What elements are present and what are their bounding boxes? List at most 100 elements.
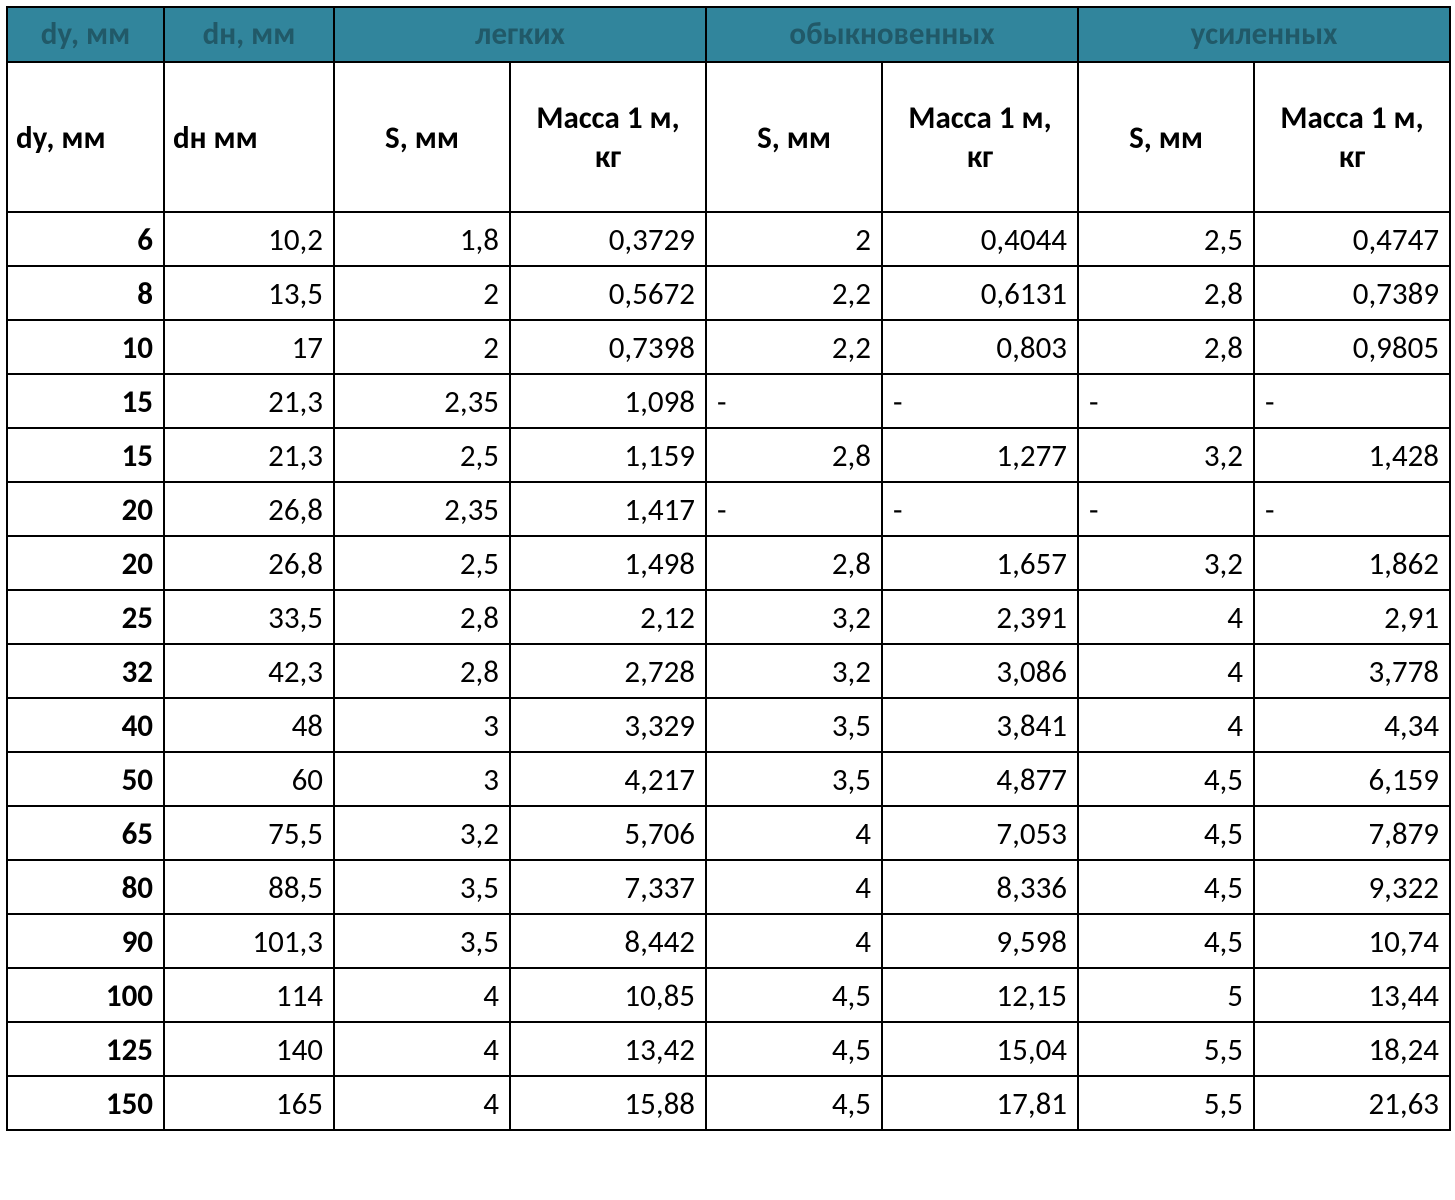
col-group-normal: обыкновенных [706,7,1078,62]
cell-m-normal: 0,6131 [882,266,1078,320]
cell-m-normal: 0,4044 [882,212,1078,266]
table-row: 6575,53,25,70647,0534,57,879 [7,806,1450,860]
cell-dy: 50 [7,752,164,806]
cell-dh: 26,8 [164,536,334,590]
cell-s-normal: 3,5 [706,752,882,806]
cell-s-normal: 4 [706,860,882,914]
cell-dh: 26,8 [164,482,334,536]
cell-m-light: 1,498 [510,536,706,590]
cell-m-normal: 0,803 [882,320,1078,374]
cell-m-heavy: 3,778 [1254,644,1450,698]
cell-s-heavy: 4 [1078,644,1254,698]
cell-m-light: 1,417 [510,482,706,536]
cell-dh: 60 [164,752,334,806]
cell-m-heavy: 4,34 [1254,698,1450,752]
cell-s-light: 2,8 [334,644,510,698]
table-row: 1521,32,351,098---- [7,374,1450,428]
cell-s-heavy: 4,5 [1078,860,1254,914]
cell-s-heavy: 5,5 [1078,1022,1254,1076]
cell-m-light: 3,329 [510,698,706,752]
cell-dy: 80 [7,860,164,914]
cell-m-normal: 2,391 [882,590,1078,644]
table-row: 100114410,854,512,15513,44 [7,968,1450,1022]
cell-m-light: 0,7398 [510,320,706,374]
cell-m-light: 13,42 [510,1022,706,1076]
cell-s-normal: - [706,374,882,428]
cell-dh: 140 [164,1022,334,1076]
cell-dy: 6 [7,212,164,266]
cell-m-heavy: 0,7389 [1254,266,1450,320]
cell-s-normal: 2,2 [706,266,882,320]
cell-m-heavy: 6,159 [1254,752,1450,806]
cell-m-heavy: 13,44 [1254,968,1450,1022]
cell-s-light: 3 [334,752,510,806]
cell-m-normal: 4,877 [882,752,1078,806]
cell-m-heavy: - [1254,482,1450,536]
cell-s-normal: 2,2 [706,320,882,374]
table-row: 8088,53,57,33748,3364,59,322 [7,860,1450,914]
cell-m-normal: 1,277 [882,428,1078,482]
col-header-m-light: Масса 1 м, кг [510,62,706,212]
cell-m-heavy: 0,4747 [1254,212,1450,266]
cell-m-light: 10,85 [510,968,706,1022]
cell-s-heavy: 2,8 [1078,320,1254,374]
cell-s-normal: 4 [706,806,882,860]
cell-m-light: 15,88 [510,1076,706,1130]
col-header-s-heavy: S, мм [1078,62,1254,212]
cell-m-light: 1,098 [510,374,706,428]
cell-s-light: 3,5 [334,914,510,968]
table-row: 610,21,80,372920,40442,50,4747 [7,212,1450,266]
col-header-dy-sub: dу, мм [7,62,164,212]
cell-s-light: 2,35 [334,374,510,428]
cell-m-normal: - [882,482,1078,536]
cell-dy: 100 [7,968,164,1022]
col-group-light: легких [334,7,706,62]
cell-m-heavy: 9,322 [1254,860,1450,914]
cell-dy: 40 [7,698,164,752]
col-group-heavy: усиленных [1078,7,1450,62]
pipe-spec-table: dу, мм dн, мм легких обыкновенных усилен… [6,6,1451,1131]
cell-dh: 21,3 [164,374,334,428]
cell-dy: 10 [7,320,164,374]
cell-s-normal: 4 [706,914,882,968]
cell-m-normal: 8,336 [882,860,1078,914]
cell-s-heavy: 4,5 [1078,914,1254,968]
header-row-groups: dу, мм dн, мм легких обыкновенных усилен… [7,7,1450,62]
cell-m-normal: 15,04 [882,1022,1078,1076]
cell-s-normal: 3,5 [706,698,882,752]
cell-s-heavy: 4,5 [1078,752,1254,806]
cell-s-light: 4 [334,968,510,1022]
cell-s-normal: 2,8 [706,428,882,482]
cell-dy: 20 [7,536,164,590]
cell-m-light: 4,217 [510,752,706,806]
col-header-dh-sub: dн мм [164,62,334,212]
table-row: 404833,3293,53,84144,34 [7,698,1450,752]
cell-dh: 165 [164,1076,334,1130]
table-row: 101720,73982,20,8032,80,9805 [7,320,1450,374]
table-body: 610,21,80,372920,40442,50,4747813,520,56… [7,212,1450,1130]
cell-s-heavy: - [1078,374,1254,428]
cell-dh: 33,5 [164,590,334,644]
cell-s-normal: 4,5 [706,1076,882,1130]
header-row-columns: dу, мм dн мм S, мм Масса 1 м, кг S, мм М… [7,62,1450,212]
col-header-s-light: S, мм [334,62,510,212]
cell-s-normal: 2 [706,212,882,266]
cell-m-light: 8,442 [510,914,706,968]
cell-s-light: 1,8 [334,212,510,266]
cell-m-light: 1,159 [510,428,706,482]
cell-s-heavy: 5,5 [1078,1076,1254,1130]
table-row: 813,520,56722,20,61312,80,7389 [7,266,1450,320]
cell-dh: 17 [164,320,334,374]
cell-dh: 13,5 [164,266,334,320]
cell-m-normal: 9,598 [882,914,1078,968]
cell-dy: 15 [7,428,164,482]
cell-dy: 65 [7,806,164,860]
cell-dy: 90 [7,914,164,968]
cell-m-normal: 17,81 [882,1076,1078,1130]
cell-m-heavy: 10,74 [1254,914,1450,968]
cell-s-heavy: 3,2 [1078,536,1254,590]
cell-s-light: 2,5 [334,428,510,482]
cell-s-heavy: - [1078,482,1254,536]
col-header-s-normal: S, мм [706,62,882,212]
cell-m-normal: 7,053 [882,806,1078,860]
